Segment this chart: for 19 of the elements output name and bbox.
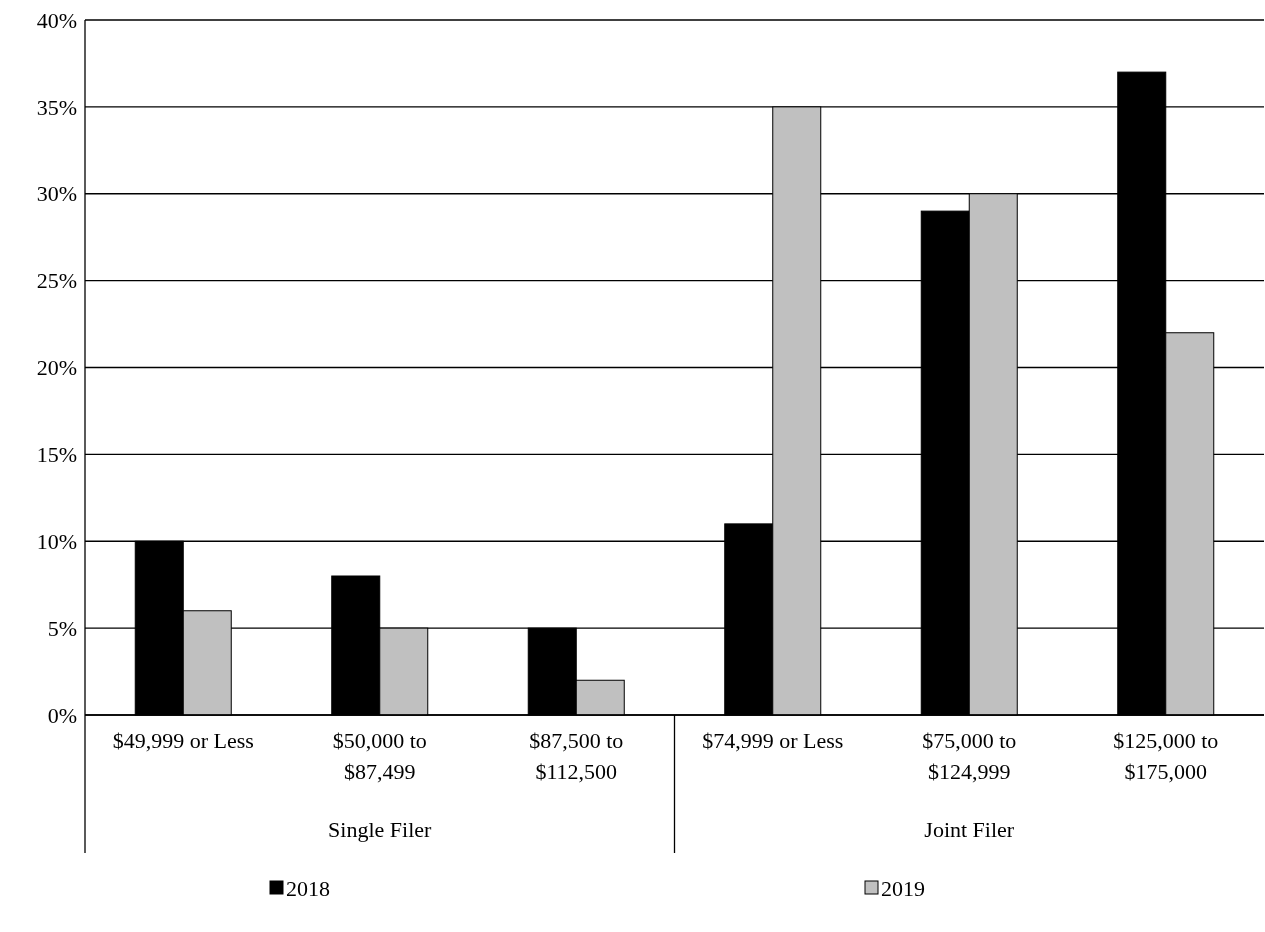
y-tick-label: 30% bbox=[36, 181, 77, 207]
x-tick-label: $49,999 or Less bbox=[112, 728, 254, 753]
x-tick-label: $74,999 or Less bbox=[702, 728, 844, 753]
x-tick-label: $125,000 to $175,000 bbox=[1113, 728, 1219, 784]
x-tick-label: $75,000 to $124,999 bbox=[922, 728, 1017, 784]
y-tick-label: 35% bbox=[36, 94, 77, 120]
legend-label: 2018 bbox=[286, 875, 330, 901]
text: Single Filer bbox=[328, 817, 433, 842]
y-tick-label: 25% bbox=[36, 268, 77, 294]
y-tick-label: 0% bbox=[47, 702, 77, 728]
y-tick-label: 10% bbox=[36, 528, 77, 554]
y-tick-label: 5% bbox=[47, 615, 77, 641]
legend-label: 2019 bbox=[881, 875, 925, 901]
text: Joint Filer bbox=[924, 817, 1015, 842]
y-tick-label: 20% bbox=[36, 355, 77, 381]
y-tick-label: 15% bbox=[36, 442, 77, 468]
x-tick-label: $50,000 to $87,499 bbox=[332, 728, 427, 784]
x-tick-label: $87,500 to $112,500 bbox=[529, 728, 624, 784]
y-tick-label: 40% bbox=[36, 7, 77, 33]
